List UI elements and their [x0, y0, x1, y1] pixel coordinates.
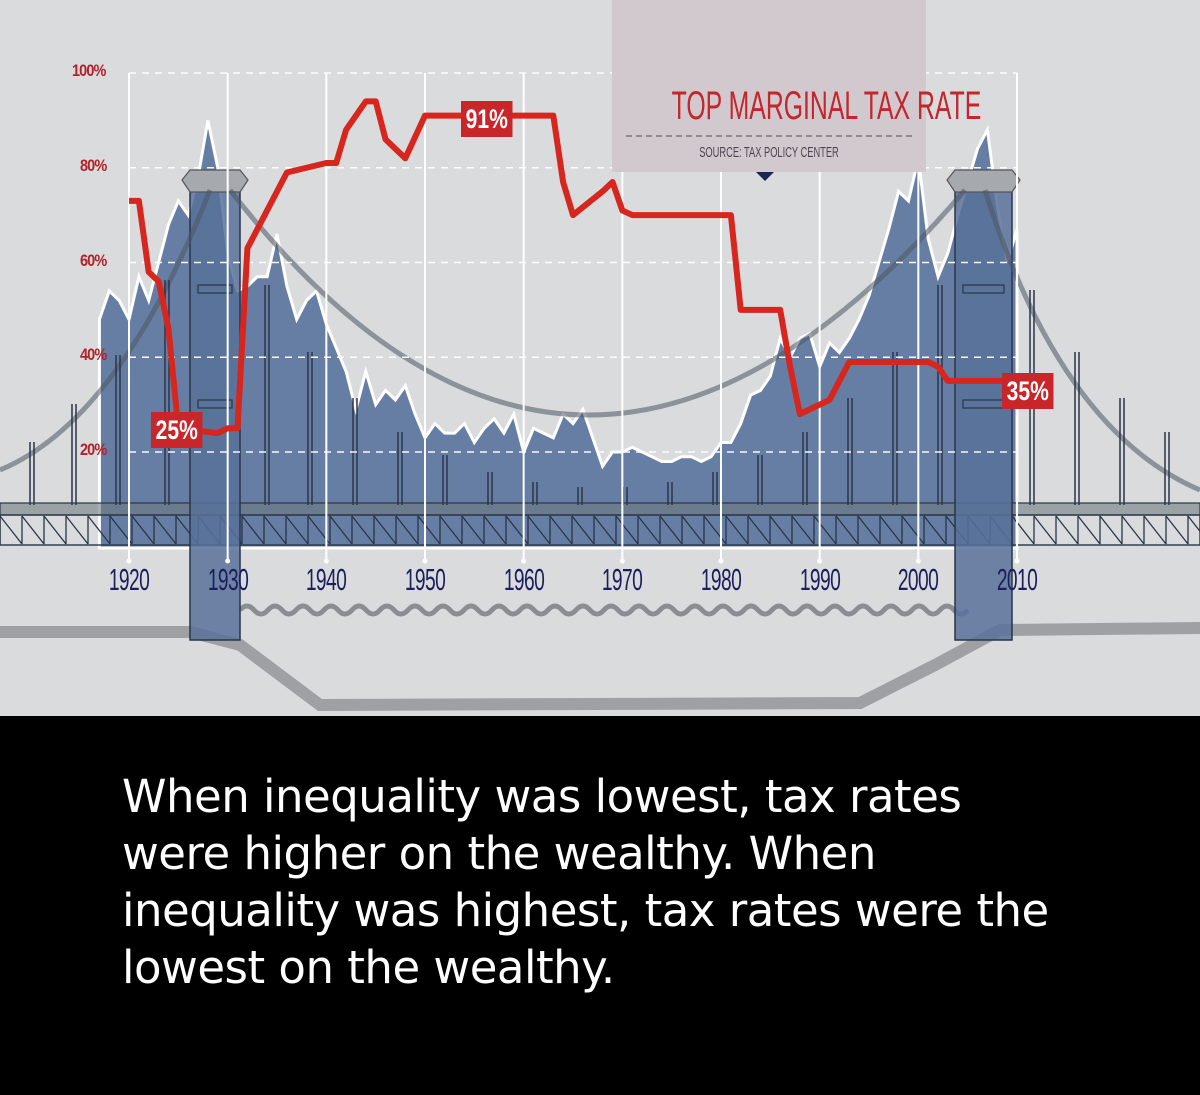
x-tick-label: 1940 — [306, 562, 347, 597]
bridge-illustration — [0, 169, 1200, 641]
x-tick-label: 1920 — [108, 562, 150, 597]
pointer-triangle-icon — [756, 172, 774, 181]
x-tick-label: 1970 — [602, 562, 643, 597]
x-tick-label: 1990 — [799, 562, 841, 597]
chart-source: SOURCE: TAX POLICY CENTER — [699, 144, 839, 161]
chart-title: TOP MARGINAL TAX RATE — [671, 84, 982, 128]
y-tick-label: 80% — [80, 155, 107, 175]
callout-peak-rate: 91% — [461, 101, 513, 137]
x-tick-label: 1980 — [700, 562, 742, 597]
callout-start-rate: 25% — [151, 412, 203, 448]
title-divider — [626, 135, 912, 137]
y-tick-label: 40% — [80, 345, 107, 365]
y-tick-label: 60% — [80, 250, 107, 270]
x-tick-label: 1960 — [503, 562, 545, 597]
callout-end-rate: 35% — [1002, 373, 1054, 409]
x-tick-label: 1950 — [404, 562, 446, 597]
caption-text: When inequality was lowest, tax rates we… — [122, 770, 1049, 994]
chart-title-box: TOP MARGINAL TAX RATE SOURCE: TAX POLICY… — [612, 0, 982, 172]
x-tick-label: 2010 — [996, 562, 1038, 597]
gridlines — [126, 72, 1020, 564]
chart-panel: 20% 40% 60% 80% 100% 1920 1930 1940 1950 1960 197… — [0, 0, 1200, 716]
x-tick-label: 2000 — [898, 562, 939, 597]
x-tick-label: 1930 — [207, 562, 249, 597]
tax-rate-line-series — [129, 98, 1017, 437]
y-tick-label: 100% — [72, 61, 106, 80]
y-tick-label: 20% — [80, 440, 107, 459]
chart-canvas — [0, 72, 1200, 712]
bridge-foundation-illustration — [0, 603, 1200, 712]
